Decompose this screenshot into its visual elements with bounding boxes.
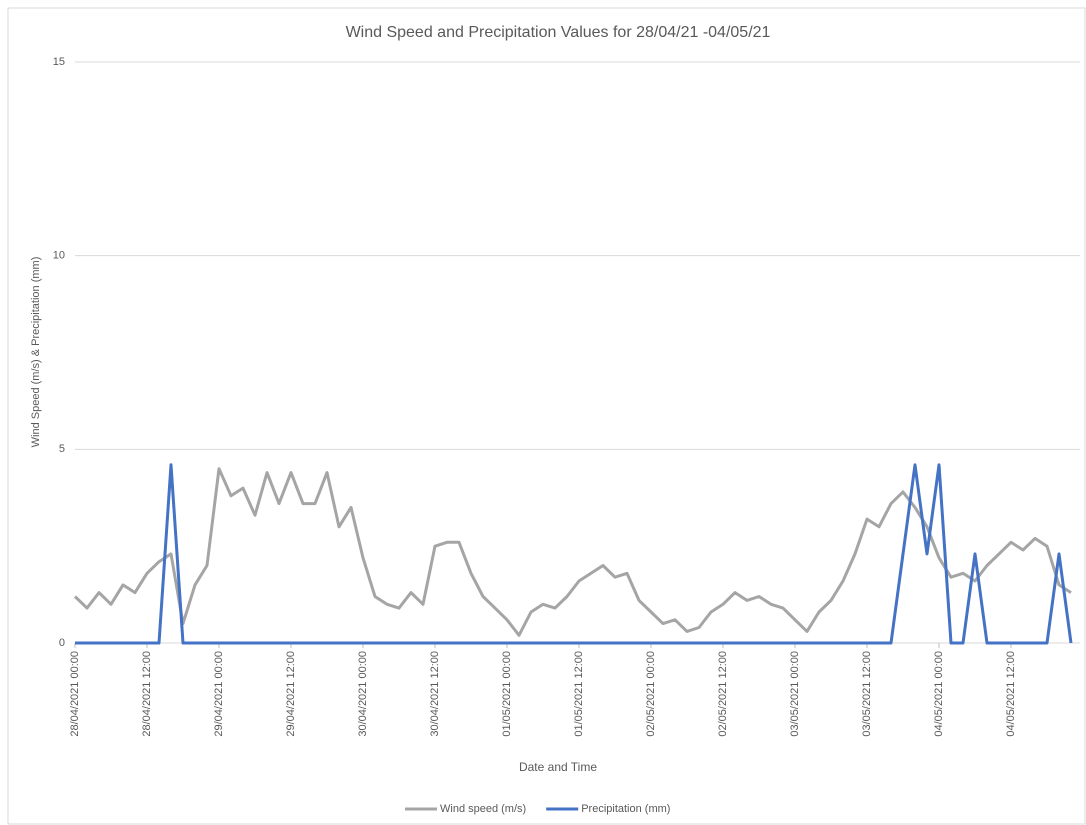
x-tick-label: 01/05/2021 12:00: [573, 651, 585, 737]
legend-label: Precipitation (mm): [581, 803, 670, 815]
x-tick-label: 28/04/2021 00:00: [69, 651, 81, 737]
x-tick-label: 03/05/2021 12:00: [861, 651, 873, 737]
x-axis-label: Date and Time: [519, 760, 597, 774]
x-tick-label: 01/05/2021 00:00: [501, 651, 513, 737]
chart-title: Wind Speed and Precipitation Values for …: [346, 24, 771, 41]
y-tick-label: 15: [53, 56, 65, 68]
legend-label: Wind speed (m/s): [440, 803, 526, 815]
series-line: [75, 463, 1073, 645]
x-tick-label: 30/04/2021 12:00: [429, 651, 441, 737]
x-tick-label: 29/04/2021 12:00: [285, 651, 297, 737]
x-tick-label: 02/05/2021 12:00: [717, 651, 729, 737]
y-tick-label: 0: [59, 637, 65, 649]
x-tick-label: 28/04/2021 12:00: [141, 651, 153, 737]
y-tick-label: 10: [53, 250, 65, 262]
x-tick-label: 03/05/2021 00:00: [789, 651, 801, 737]
y-axis-label: Wind Speed (m/s) & Precipitation (mm): [30, 257, 42, 448]
x-tick-label: 04/05/2021 00:00: [933, 651, 945, 737]
x-tick-label: 30/04/2021 00:00: [357, 651, 369, 737]
series-line: [73, 467, 1072, 637]
x-tick-label: 02/05/2021 00:00: [645, 651, 657, 737]
x-tick-label: 04/05/2021 12:00: [1005, 651, 1017, 737]
x-tick-label: 29/04/2021 00:00: [213, 651, 225, 737]
y-tick-label: 5: [59, 443, 65, 455]
chart-border: [7, 7, 1086, 825]
